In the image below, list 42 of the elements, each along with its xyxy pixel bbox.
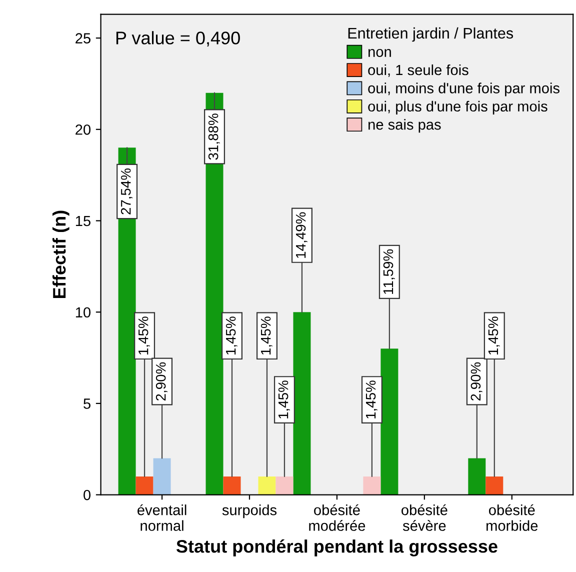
- bar: [136, 476, 154, 495]
- bar: [223, 476, 241, 495]
- bar: [258, 476, 276, 495]
- bar: [276, 476, 294, 495]
- x-axis-title: Statut pondéral pendant la grossesse: [176, 539, 498, 556]
- x-tick-label: obésité modérée: [309, 504, 366, 531]
- legend-label: ne sais pas: [368, 119, 441, 133]
- annotation: 1,45%: [260, 316, 272, 354]
- annotation: 31,88%: [208, 114, 220, 160]
- annotation: 1,45%: [488, 316, 500, 354]
- y-tick-label: 25: [76, 33, 90, 44]
- x-tick-label: obésité sévère: [402, 504, 448, 531]
- annotation: 2,90%: [470, 362, 482, 400]
- bar: [380, 348, 398, 495]
- legend-label: oui, 1 seule fois: [368, 64, 468, 77]
- annotation: 11,59%: [383, 249, 395, 294]
- annotation: 1,45%: [278, 380, 290, 418]
- x-tick-label: obésité morbide: [486, 504, 538, 531]
- y-axis-title: Effectif (n): [52, 210, 70, 298]
- bar: [363, 476, 381, 495]
- bar: [486, 476, 504, 495]
- y-tick-label: 0: [84, 490, 91, 500]
- legend-title: Entretien jardin / Plantes: [348, 27, 514, 42]
- annotation: P value = 0,490: [116, 31, 240, 47]
- y-tick-label: 20: [76, 124, 91, 135]
- y-tick-label: 10: [76, 307, 91, 318]
- annotation: 1,45%: [138, 316, 150, 354]
- y-tick-label: 5: [84, 398, 90, 409]
- annotation: 1,45%: [226, 316, 238, 354]
- annotation: 27,54%: [120, 168, 132, 214]
- bar: [153, 458, 171, 495]
- legend-label: oui, moins d'une fois par mois: [368, 82, 560, 96]
- annotation: 2,90%: [156, 362, 168, 400]
- bar: [293, 312, 311, 495]
- annotation: 14,49%: [296, 212, 308, 258]
- y-tick-label: 15: [76, 216, 90, 226]
- bar: [468, 458, 486, 495]
- legend-label: non: [368, 48, 391, 57]
- x-tick-label: surpoids: [222, 504, 277, 518]
- x-tick-label: éventail normal: [138, 504, 186, 531]
- annotation: 1,45%: [366, 380, 378, 418]
- legend-label: oui, plus d'une fois par mois: [368, 100, 548, 114]
